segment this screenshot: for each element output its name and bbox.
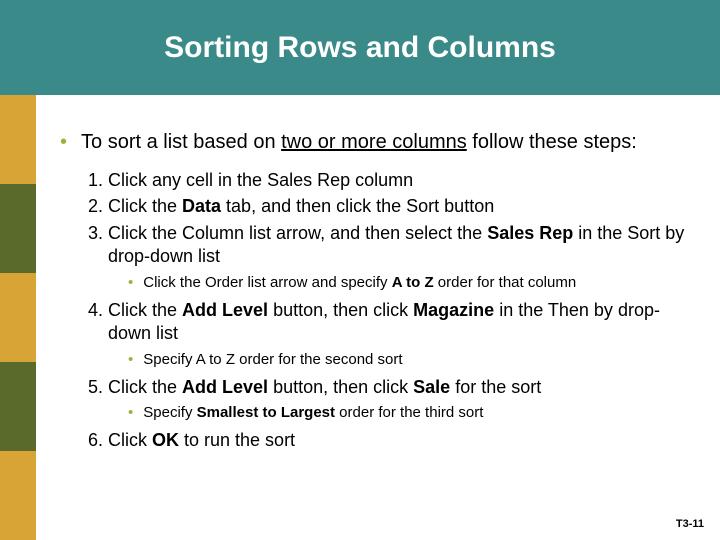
step-item: Click the Data tab, and then click the S…	[108, 195, 692, 218]
sub-list: Specify Smallest to Largest order for th…	[128, 403, 692, 423]
bullet-icon: •	[60, 130, 67, 155]
sub-item: Specify A to Z order for the second sort	[128, 350, 692, 370]
sub-list: Click the Order list arrow and specify A…	[128, 273, 692, 293]
sub-list: Specify A to Z order for the second sort	[128, 350, 692, 370]
page-number: T3-11	[676, 518, 704, 530]
step-item: Click any cell in the Sales Rep column	[108, 169, 692, 192]
intro-pre: To sort a list based on	[81, 131, 281, 153]
slide-header: Sorting Rows and Columns	[0, 0, 720, 95]
stripe-block	[0, 184, 36, 273]
step-item: Click OK to run the sort	[108, 429, 692, 452]
sub-item: Specify Smallest to Largest order for th…	[128, 403, 692, 423]
stripe-block	[0, 95, 36, 184]
left-decoration-stripe	[0, 95, 36, 540]
intro-text: To sort a list based on two or more colu…	[81, 130, 692, 155]
sub-item: Click the Order list arrow and specify A…	[128, 273, 692, 293]
stripe-block	[0, 362, 36, 451]
stripe-block	[0, 451, 36, 540]
intro-post: follow these steps:	[467, 131, 637, 153]
step-item: Click the Add Level button, then click S…	[108, 376, 692, 424]
steps-list: Click any cell in the Sales Rep column Cl…	[108, 169, 692, 453]
intro-underlined: two or more columns	[281, 131, 467, 153]
intro-paragraph: • To sort a list based on two or more co…	[60, 130, 692, 155]
step-item: Click the Column list arrow, and then se…	[108, 222, 692, 293]
slide-body: • To sort a list based on two or more co…	[60, 130, 692, 456]
stripe-block	[0, 273, 36, 362]
slide-title: Sorting Rows and Columns	[164, 31, 556, 65]
step-item: Click the Add Level button, then click M…	[108, 299, 692, 370]
